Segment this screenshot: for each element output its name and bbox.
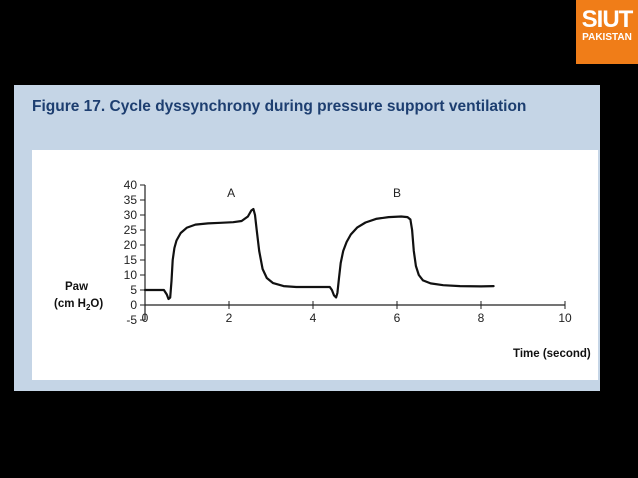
x-tick-label: 4 <box>310 311 317 325</box>
figure-title: Figure 17. Cycle dyssynchrony during pre… <box>32 98 527 115</box>
plot-box: Paw (cm H2O) Time (second) -5 0 5 10 15 20 25 3… <box>32 150 598 380</box>
y-axis-title-line1: Paw <box>65 281 88 293</box>
pressure-time-chart: Paw (cm H2O) Time (second) -505101520253… <box>54 178 591 360</box>
y-tick-label: 5 <box>130 283 137 297</box>
x-tick-label: 0 <box>142 311 149 325</box>
logo-main-text: SIUT <box>581 6 634 33</box>
y-tick-label: 25 <box>124 223 138 237</box>
y-tick-label: 15 <box>124 253 138 267</box>
y-tick-label: 0 <box>130 298 137 312</box>
x-tick-label: 8 <box>478 311 485 325</box>
y-tick-label: 10 <box>124 268 138 282</box>
x-tick-label: 2 <box>226 311 233 325</box>
logo-sub-text: PAKISTAN <box>582 32 632 43</box>
y-tick-label: 20 <box>124 238 138 252</box>
y-axis-title-pre: (cm H <box>54 298 86 310</box>
annotation-label-a: A <box>227 186 235 200</box>
annotation-label-b: B <box>393 186 401 200</box>
siut-logo: SIUT PAKISTAN <box>576 0 638 64</box>
y-tick-label: 30 <box>124 208 138 222</box>
x-axis-title: Time (second) <box>513 348 591 360</box>
y-axis-title-post: O) <box>90 298 103 310</box>
y-tick-label: 35 <box>124 193 138 207</box>
pressure-waveform-line <box>143 207 495 301</box>
y-tick-label: -5 <box>126 313 137 327</box>
y-axis-title-sub: 2 <box>86 303 91 312</box>
x-tick-label: 10 <box>558 311 572 325</box>
x-tick-label: 6 <box>394 311 401 325</box>
y-axis-title-line2: (cm H2O) <box>54 298 103 312</box>
figure-panel: Figure 17. Cycle dyssynchrony during pre… <box>14 85 600 391</box>
y-tick-label: 40 <box>124 178 138 192</box>
